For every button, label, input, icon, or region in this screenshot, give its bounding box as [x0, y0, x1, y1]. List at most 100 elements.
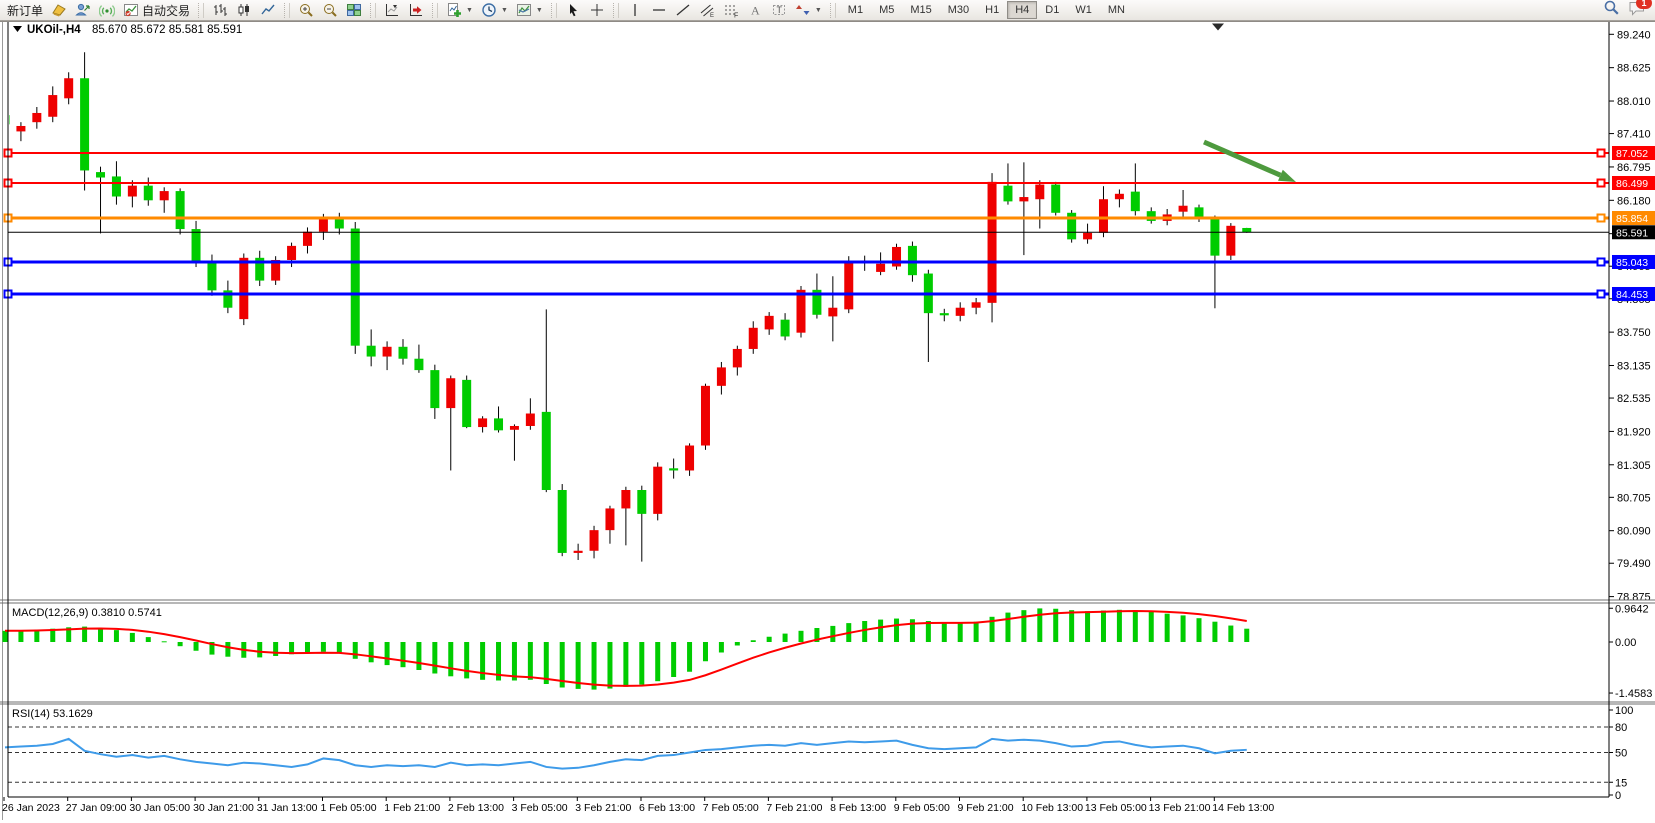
candle — [876, 263, 886, 272]
time-tick-label: 9 Feb 05:00 — [894, 802, 950, 814]
macd-histogram-bar — [894, 618, 900, 642]
macd-histogram-bar — [989, 616, 995, 642]
timeframe-h4-button[interactable]: H4 — [1007, 1, 1038, 19]
candlestick-chart-button[interactable] — [232, 1, 256, 19]
macd-histogram-bar — [289, 642, 295, 655]
candle — [1146, 211, 1156, 221]
new-order-button[interactable]: 新订单 — [3, 1, 47, 19]
candle — [1226, 225, 1236, 256]
arrows-button[interactable]: ▼ — [791, 1, 826, 19]
candle — [621, 490, 631, 509]
clock-icon — [481, 2, 497, 18]
chart-shift-button[interactable] — [380, 1, 404, 19]
market-watch-icon-button[interactable] — [71, 1, 95, 19]
line-handle[interactable] — [1596, 289, 1606, 299]
timeframe-d1-button[interactable]: D1 — [1045, 4, 1060, 16]
text-button[interactable]: A — [743, 1, 767, 19]
candle — [239, 257, 249, 320]
candle — [478, 418, 488, 428]
timeframe-m30-button[interactable]: M30 — [947, 4, 970, 16]
quotes-icon-button[interactable] — [47, 1, 71, 19]
candle — [828, 307, 838, 317]
macd-histogram-bar — [798, 630, 804, 642]
time-tick-label: 1 Feb 05:00 — [321, 802, 377, 814]
candle — [716, 367, 726, 386]
rsi-tick-label: 100 — [1615, 705, 1633, 717]
vertical-line-button[interactable] — [623, 1, 647, 19]
macd-histogram-bar — [320, 642, 326, 652]
bar-chart-button[interactable] — [208, 1, 232, 19]
notifications-chat-icon[interactable]: 1 — [1628, 0, 1652, 21]
annotation-arrow[interactable] — [1203, 139, 1282, 178]
timeframe-m1-button[interactable]: M1 — [847, 4, 864, 16]
candle — [1210, 217, 1220, 256]
fibonacci-button[interactable]: F — [719, 1, 743, 19]
macd-histogram-bar — [1100, 610, 1106, 642]
equidistant-channel-button[interactable]: E — [695, 1, 719, 19]
timeframe-m5-button[interactable]: M5 — [879, 4, 895, 16]
candle — [159, 191, 169, 201]
macd-histogram-bar — [1196, 618, 1202, 642]
zoomout-icon — [322, 2, 338, 18]
chart-plot[interactable] — [8, 22, 1609, 797]
signal-icon — [99, 2, 116, 18]
zoom-out-button[interactable] — [318, 1, 342, 19]
chart-title-collapse-icon[interactable] — [13, 26, 22, 32]
time-tick-label: 27 Jan 09:00 — [66, 802, 127, 814]
line-handle[interactable] — [1596, 178, 1606, 188]
price-tick-label: 80.705 — [1617, 492, 1651, 504]
cursor-button[interactable] — [561, 1, 585, 19]
textA-icon: A — [747, 2, 763, 18]
macd-histogram-bar — [336, 642, 342, 654]
profile-icon — [75, 2, 91, 18]
macd-histogram-bar — [496, 642, 502, 681]
macd-histogram-bar — [575, 642, 581, 689]
svg-text:E: E — [710, 13, 714, 18]
periods-button[interactable]: ▼ — [477, 1, 512, 19]
macd-histogram-bar — [1244, 628, 1250, 642]
price-badge — [1612, 254, 1655, 269]
candle — [557, 490, 567, 553]
macd-histogram-bar — [878, 619, 884, 642]
timeframe-w1-button[interactable]: W1 — [1075, 4, 1092, 16]
macd-histogram-bar — [273, 642, 279, 656]
auto-scroll-button[interactable] — [404, 1, 428, 19]
text-label-button[interactable]: T — [767, 1, 791, 19]
template-icon — [516, 2, 532, 18]
search-icon[interactable] — [1603, 0, 1620, 21]
horizontal-line-button[interactable] — [647, 1, 671, 19]
candle — [509, 425, 519, 430]
trend-icon — [675, 2, 691, 18]
macd-histogram-bar — [352, 642, 358, 659]
chart-shift-marker-icon[interactable] — [1212, 23, 1224, 31]
time-tick-label: 9 Feb 21:00 — [958, 802, 1014, 814]
templates-button[interactable]: ▼ — [512, 1, 547, 19]
price-tick-label: 89.240 — [1617, 29, 1651, 41]
zoom-in-button[interactable] — [294, 1, 318, 19]
line-handle[interactable] — [1596, 148, 1606, 158]
crosshair-button[interactable] — [585, 1, 609, 19]
timeframe-m15-button[interactable]: M15 — [910, 4, 932, 16]
macd-histogram-bar — [400, 642, 406, 668]
rsi-indicator-label: RSI(14) 53.1629 — [12, 708, 93, 720]
line-handle[interactable] — [1596, 213, 1606, 223]
toolbar-separator — [284, 2, 291, 18]
timeframe-h1-button[interactable]: H1 — [985, 4, 1000, 16]
candle — [207, 261, 217, 291]
candle — [605, 508, 615, 531]
trendline-button[interactable] — [671, 1, 695, 19]
macd-indicator-label: MACD(12,26,9) 0.3810 0.5741 — [12, 607, 162, 619]
tile-windows-button[interactable] — [342, 1, 366, 19]
signals-icon-button[interactable] — [95, 1, 119, 19]
macd-histogram-bar — [448, 642, 454, 677]
macd-histogram-bar — [257, 642, 263, 658]
candle — [287, 245, 297, 260]
candle — [764, 315, 774, 330]
line-handle[interactable] — [1596, 257, 1606, 267]
indicators-button[interactable]: ▼ — [442, 1, 477, 19]
timeframe-mn-button[interactable]: MN — [1107, 4, 1125, 16]
auto-trading-button[interactable]: 自动交易 — [119, 1, 194, 19]
candle — [844, 260, 854, 310]
line-chart-button[interactable] — [256, 1, 280, 19]
